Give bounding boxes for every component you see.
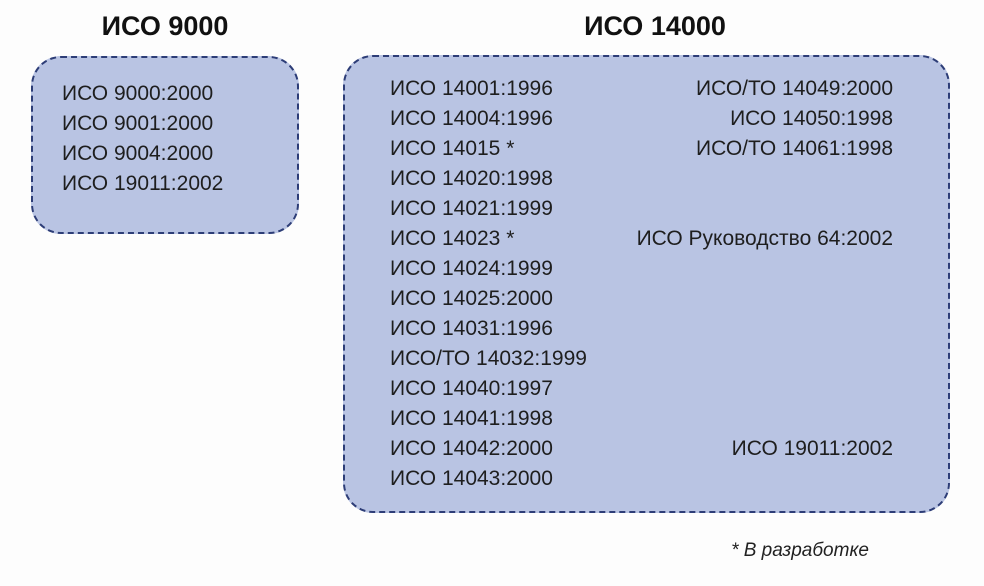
iso9000-group-box	[31, 56, 299, 234]
list-item: ИСО 14025:2000	[390, 287, 553, 310]
list-item: ИСО 9004:2000	[62, 142, 214, 165]
list-item: ИСО 9000:2000	[62, 82, 214, 105]
list-item: ИСО/ТО 14049:2000	[696, 77, 893, 100]
list-item: ИСО 14041:1998	[390, 407, 553, 430]
iso14000-left-standards-list: ИСО 14001:1996 ИСО 14004:1996 ИСО 14015 …	[390, 74, 587, 494]
list-item: ИСО 14001:1996	[390, 77, 553, 100]
iso9000-standards-list: ИСО 9000:2000 ИСО 9001:2000 ИСО 9004:200…	[62, 79, 223, 199]
list-item: ИСО/ТО 14061:1998	[696, 137, 893, 160]
list-item: ИСО 19011:2002	[62, 172, 224, 195]
iso9000-title: ИСО 9000	[101, 11, 229, 41]
list-item: ИСО 14042:2000	[390, 437, 553, 460]
iso14000-right-standards-list: ИСО/ТО 14049:2000 ИСО 14050:1998 ИСО/ТО …	[637, 74, 893, 464]
list-item: ИСО 14024:1999	[390, 257, 553, 280]
list-item: ИСО 19011:2002	[731, 437, 893, 460]
iso14000-title: ИСО 14000	[584, 11, 726, 41]
list-item: ИСО/ТО 14032:1999	[390, 347, 587, 370]
list-item: ИСО 14050:1998	[730, 107, 893, 130]
iso14000-group-box	[343, 55, 950, 513]
list-item: ИСО 14031:1996	[390, 317, 553, 340]
list-item: ИСО 14023 *	[390, 227, 515, 250]
list-item: ИСО 9001:2000	[62, 112, 214, 135]
footnote: * В разработке	[731, 540, 869, 561]
list-item: ИСО 14015 *	[390, 137, 515, 160]
list-item: ИСО 14021:1999	[390, 197, 553, 220]
list-item: ИСО Руководство 64:2002	[636, 227, 893, 250]
list-item: ИСО 14020:1998	[390, 167, 553, 190]
list-item: ИСО 14004:1996	[390, 107, 553, 130]
list-item: ИСО 14043:2000	[390, 467, 553, 490]
list-item: ИСО 14040:1997	[390, 377, 553, 400]
